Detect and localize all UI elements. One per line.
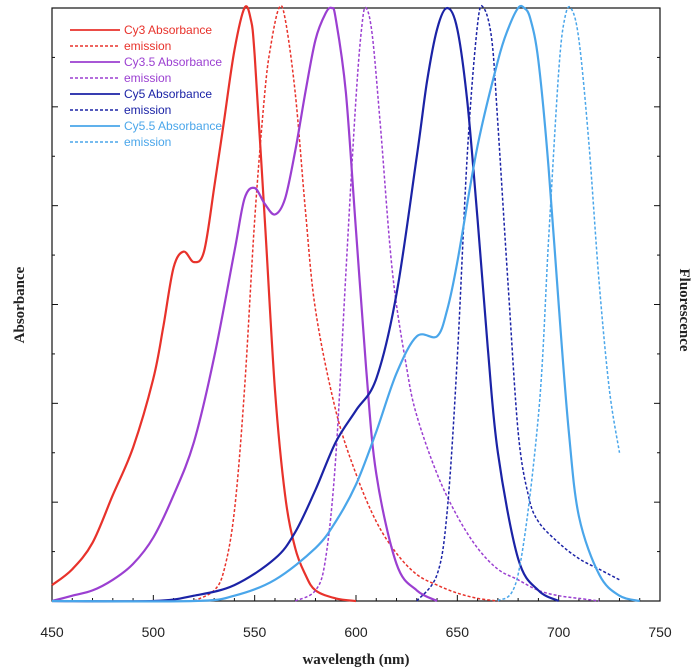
legend: Cy3 Absorbance emission Cy3.5 Absorbance em… (70, 23, 222, 149)
series-line-1 (193, 4, 498, 602)
legend-label: emission (124, 103, 171, 117)
y-axis-title: Absorbance (12, 266, 28, 343)
x-tick-label: 600 (344, 624, 368, 640)
legend-label: emission (124, 71, 171, 85)
series-line-6 (51, 4, 640, 603)
x-axis: 450 500 550 600 650 700 750 (40, 595, 672, 640)
legend-label: Cy3.5 Absorbance (124, 55, 222, 69)
x-tick-label: 500 (142, 624, 166, 640)
x-tick-label: 550 (243, 624, 267, 640)
legend-label: Cy5.5 Absorbance (124, 119, 222, 133)
legend-label: emission (124, 135, 171, 149)
legend-label: Cy5 Absorbance (124, 87, 212, 101)
x-axis-title: wavelength (nm) (302, 652, 409, 668)
legend-label: Cy3 Absorbance (124, 23, 212, 37)
y-tick-group (52, 56, 660, 553)
series-line-4 (51, 6, 560, 603)
x-tick-label: 450 (40, 624, 64, 640)
x-tick-label: 750 (648, 624, 672, 640)
x-tick-label: 650 (446, 624, 470, 640)
series-group (51, 4, 640, 603)
y2-axis-title: Fluorescence (676, 268, 692, 351)
series-line-3 (294, 6, 600, 602)
legend-label: emission (124, 39, 171, 53)
series-line-7 (497, 5, 621, 602)
x-tick-label: 700 (547, 624, 571, 640)
series-line-5 (416, 4, 620, 602)
series-line-2 (51, 6, 438, 603)
